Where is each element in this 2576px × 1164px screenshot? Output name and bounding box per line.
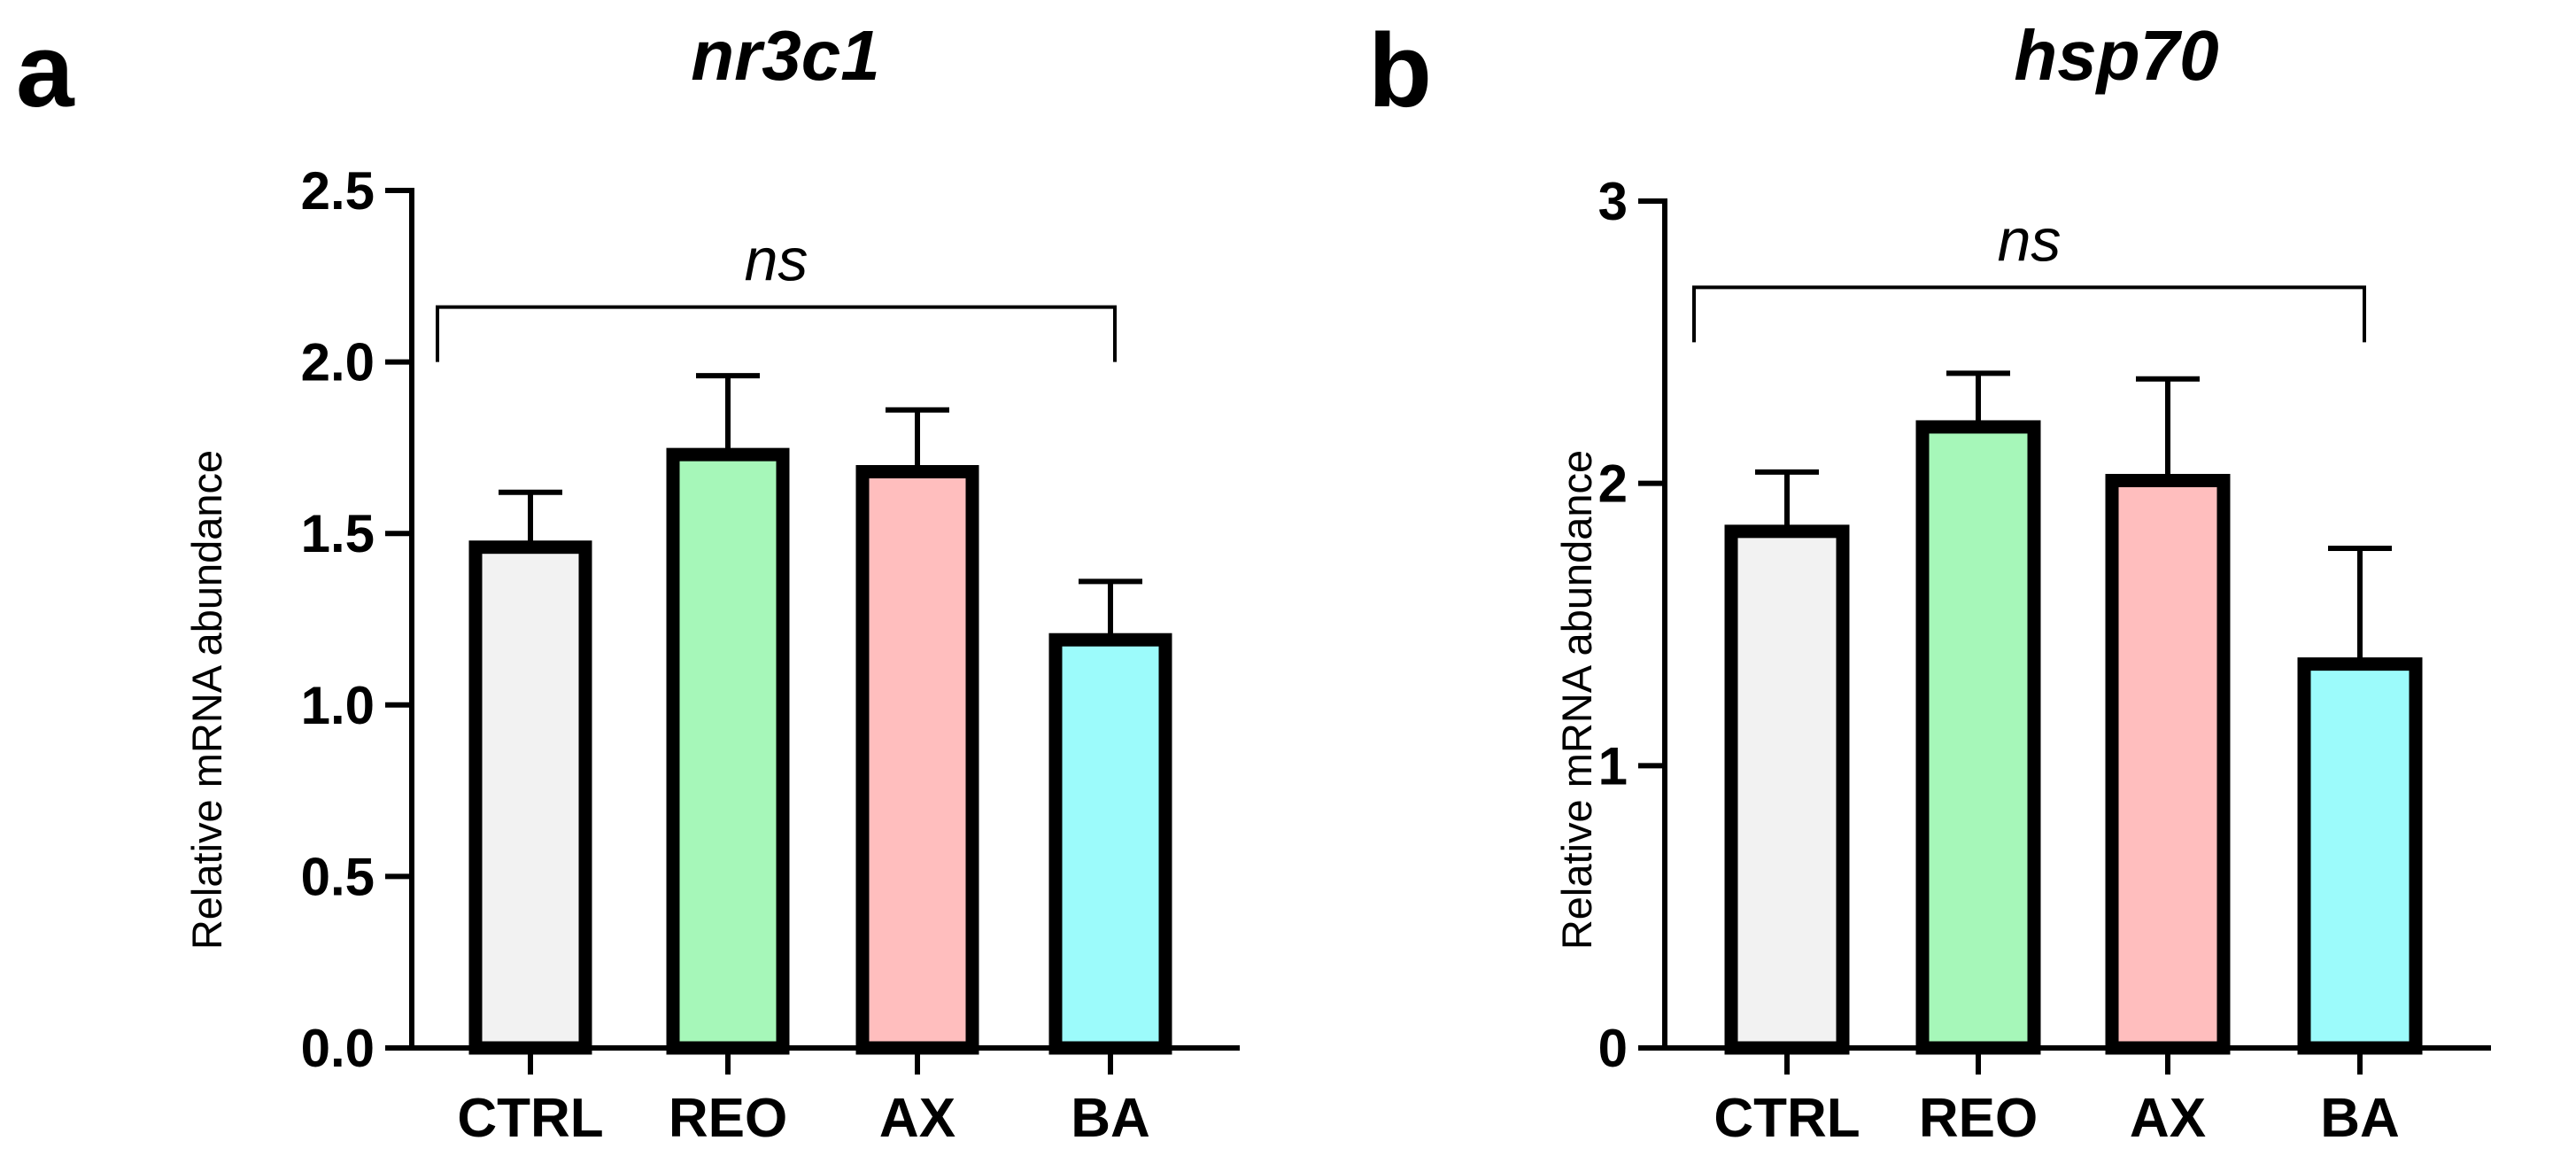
panel-b-bar-reo [1915, 420, 2041, 1055]
panel-b-y-tick-label-3: 3 [1598, 172, 1628, 231]
panel-a-y-tick-label-3: 1.5 [301, 504, 375, 563]
panel-a-y-tick-label-2: 1.0 [301, 676, 375, 735]
panel-b-category-label-ax: AX [2130, 1088, 2206, 1149]
panel-a-category-label-ax: AX [879, 1088, 955, 1149]
panel-b-y-tick-label-0: 0 [1598, 1019, 1628, 1078]
panel-a-significance-bracket [436, 305, 1117, 362]
panel-a-significance-label: ns [745, 227, 808, 294]
panel-a-y-tick-label-5: 2.5 [301, 161, 375, 221]
panel-b-y-tick-label-2: 2 [1598, 454, 1628, 514]
panel-b-category-label-ba: BA [2320, 1088, 2400, 1149]
panel-a-title: nr3c1 [691, 16, 879, 95]
panel-a-y-tick-label-1: 0.5 [301, 847, 375, 906]
panel-b-bar-ba [2297, 657, 2423, 1055]
panel-b: b hsp70 Relative mRNA abundance CTRL REO A… [1368, 12, 2491, 1149]
panel-b-letter: b [1368, 12, 1432, 129]
panel-b-significance-label: ns [1998, 206, 2062, 274]
panel-b-significance-bracket [1692, 285, 2366, 343]
panel-a-category-label-ba: BA [1071, 1088, 1150, 1149]
panel-a-letter: a [16, 12, 75, 129]
panel-a-bar-ba [1048, 632, 1172, 1055]
panel-a-y-axis-label: Relative mRNA abundance [183, 450, 230, 950]
panel-a-y-tick-label-0: 0.0 [301, 1019, 375, 1078]
panel-b-bar-ctrl [1724, 524, 1850, 1055]
panel-a-bar-reo [666, 447, 790, 1055]
panel-a-plot: CTRL REO AX BA 0.0 0.5 1.0 1.5 2.0 2.5 ns [301, 161, 1240, 1149]
panel-a-y-tick-label-4: 2.0 [301, 333, 375, 392]
panel-b-plot: CTRL REO AX BA 0 1 2 3 ns [1598, 172, 2491, 1149]
panel-a-category-label-ctrl: CTRL [457, 1088, 603, 1149]
panel-b-y-axis-label: Relative mRNA abundance [1553, 450, 1600, 950]
panel-b-title: hsp70 [2014, 16, 2218, 95]
panel-b-bar-ax [2105, 473, 2231, 1055]
panel-a-bar-ctrl [468, 540, 592, 1055]
panel-b-category-label-reo: REO [1919, 1088, 2038, 1149]
panel-a-bar-ax [855, 465, 979, 1055]
panel-b-category-label-ctrl: CTRL [1713, 1088, 1860, 1149]
panel-b-y-tick-label-1: 1 [1598, 736, 1628, 795]
panel-a-category-label-reo: REO [669, 1088, 787, 1149]
panel-a: a nr3c1 Relative mRNA abundance CTRL REO A… [16, 12, 1240, 1149]
